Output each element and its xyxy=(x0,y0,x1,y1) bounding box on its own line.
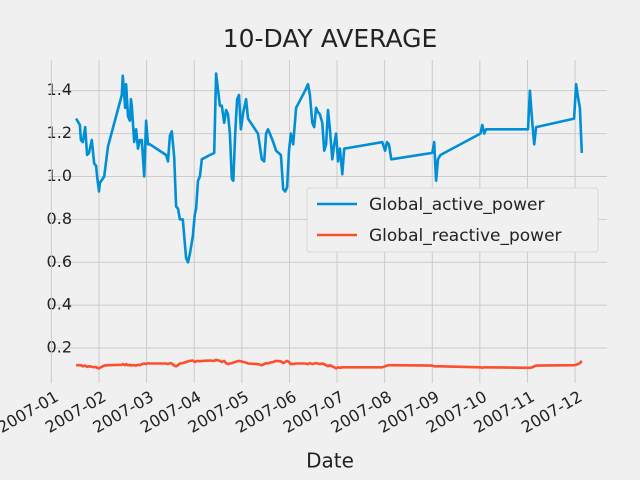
y-tick-label: 0.8 xyxy=(47,209,72,228)
series-line xyxy=(74,72,584,264)
y-tick-label: 1.0 xyxy=(47,166,72,185)
y-tick-label: 1.4 xyxy=(47,80,72,99)
legend-label: Global_reactive_power xyxy=(369,226,562,246)
y-tick-label: 1.2 xyxy=(47,123,72,142)
y-tick-label: 0.4 xyxy=(47,295,72,314)
series-line xyxy=(76,358,583,370)
y-tick-label: 0.2 xyxy=(47,338,72,357)
x-axis-label: Date xyxy=(306,449,354,473)
legend-label: Global_active_power xyxy=(369,195,544,215)
legend-box xyxy=(306,187,599,253)
chart-title: 10-DAY AVERAGE xyxy=(223,24,438,53)
y-tick-label: 0.6 xyxy=(47,252,72,271)
